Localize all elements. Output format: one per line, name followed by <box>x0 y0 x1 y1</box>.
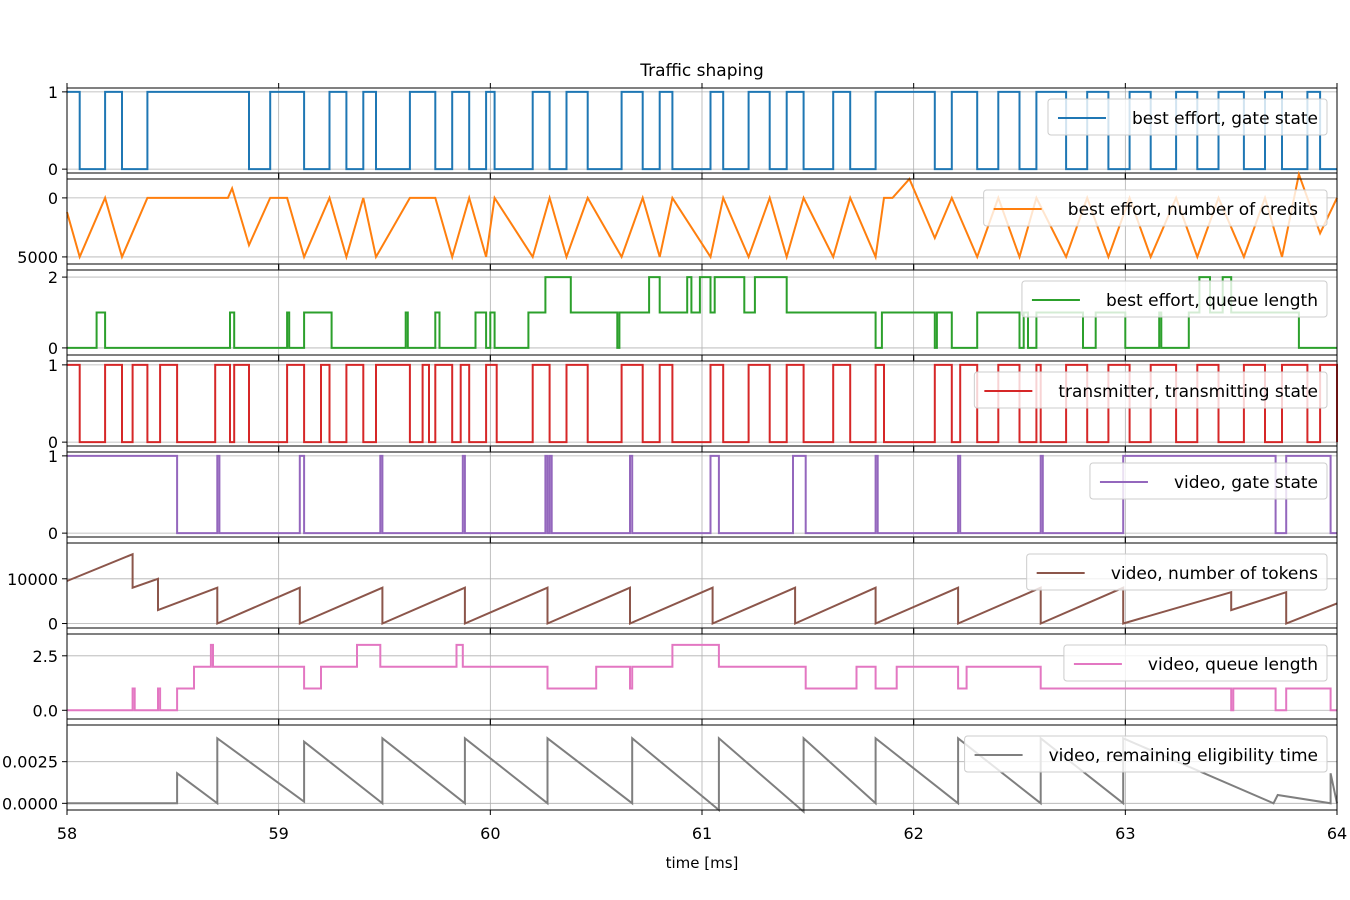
legend-box <box>1063 644 1328 682</box>
x-tick-label: 62 <box>903 824 923 843</box>
panel-4: 1 0 transmitter, transmitting state <box>48 356 1338 452</box>
panel-5: 1 0 video, gate state <box>48 447 1338 543</box>
legend: video, queue length <box>1063 644 1328 682</box>
x-axis: 58 59 60 61 62 63 64 <box>57 824 1347 843</box>
legend-label: best effort, gate state <box>1132 109 1318 129</box>
legend: best effort, number of credits <box>983 189 1328 227</box>
y-tick-label: 5000 <box>17 248 58 267</box>
x-axis-label: time [ms] <box>666 854 739 872</box>
y-tick-label: 0.0 <box>33 701 58 720</box>
panel-8: 0.0025 0.0000 video, remaining eligibility… <box>2 720 1338 815</box>
legend-box <box>1026 553 1328 591</box>
legend-box <box>964 735 1328 773</box>
panel-1: 1 0 best effort, gate state <box>48 83 1338 179</box>
legend-label: best effort, number of credits <box>1068 200 1318 220</box>
panel-6: 10000 0 video, number of tokens <box>7 538 1338 634</box>
panel-frame <box>66 178 1338 265</box>
legend-label: video, gate state <box>1174 473 1318 493</box>
legend-label: video, remaining eligibility time <box>1049 746 1318 766</box>
legend: best effort, gate state <box>1047 98 1328 136</box>
legend-box <box>1047 98 1328 136</box>
series-line <box>67 276 1337 349</box>
y-tick-label: 0 <box>48 433 58 452</box>
panel-7: 2.5 0.0 video, queue length <box>33 629 1338 724</box>
legend-label: transmitter, transmitting state <box>1058 382 1318 402</box>
y-tick-label: 1 <box>48 356 58 375</box>
y-tick-label: 0 <box>48 160 58 179</box>
y-tick-label: 0.0000 <box>2 794 58 813</box>
y-tick-label: 2.5 <box>33 647 58 666</box>
y-tick-label: 0 <box>48 339 58 358</box>
x-tick-label: 60 <box>480 824 500 843</box>
panel-frame <box>66 87 1338 174</box>
x-tick-label: 59 <box>268 824 288 843</box>
legend: best effort, queue length <box>1021 280 1328 318</box>
legend-box <box>1021 280 1328 318</box>
panel-frame <box>66 633 1338 720</box>
legend: transmitter, transmitting state <box>973 371 1328 409</box>
x-tick-label: 58 <box>57 824 77 843</box>
y-tick-label: 0 <box>48 524 58 543</box>
panel-2: 0 5000 best effort, number of credits <box>17 170 1338 269</box>
legend: video, remaining eligibility time <box>964 735 1328 773</box>
panel-frame <box>66 451 1338 538</box>
y-tick-label: 1 <box>48 447 58 466</box>
panel-frame <box>66 542 1338 629</box>
x-tick-label: 61 <box>692 824 712 843</box>
series-line <box>67 643 1337 712</box>
y-tick-label: 0.0025 <box>2 753 58 772</box>
x-tick-label: 63 <box>1115 824 1135 843</box>
x-tick-label: 64 <box>1327 824 1347 843</box>
y-tick-label: 0 <box>48 189 58 208</box>
y-tick-label: 1 <box>48 83 58 102</box>
legend: video, number of tokens <box>1026 553 1328 591</box>
legend-label: video, queue length <box>1148 655 1318 675</box>
legend-box <box>1089 462 1328 500</box>
legend-label: video, number of tokens <box>1111 564 1318 584</box>
panel-3: 2 0 best effort, queue length <box>48 265 1338 360</box>
y-tick-label: 10000 <box>7 570 58 589</box>
legend: video, gate state <box>1089 462 1328 500</box>
series-line <box>66 552 1338 626</box>
chart-title: Traffic shaping <box>639 61 764 81</box>
legend-label: best effort, queue length <box>1106 291 1318 311</box>
series-line <box>67 454 1337 535</box>
legend-box <box>983 189 1328 227</box>
legend-box <box>973 371 1328 409</box>
panel-frame <box>66 360 1338 447</box>
y-tick-label: 0 <box>48 615 58 634</box>
panel-frame <box>66 724 1338 811</box>
panel-frame <box>66 269 1338 356</box>
y-tick-label: 2 <box>48 268 58 287</box>
